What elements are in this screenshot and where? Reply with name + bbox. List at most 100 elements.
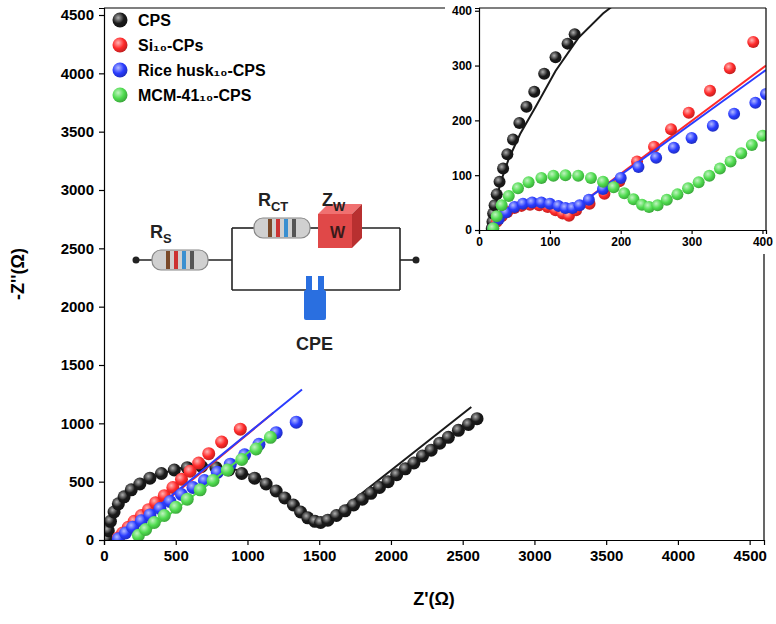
- point: [668, 142, 680, 154]
- axis-line: [105, 541, 765, 546]
- point: [491, 210, 503, 222]
- point: [501, 148, 513, 160]
- point: [535, 172, 547, 184]
- point: [221, 464, 234, 477]
- frame: [479, 7, 766, 8]
- tick-mark: [691, 230, 692, 234]
- tick-mark: [99, 365, 104, 366]
- tick: 0: [465, 223, 479, 237]
- legend-label: Si₁₀-CPs: [138, 37, 204, 54]
- point: [538, 68, 550, 80]
- tick: 4500: [61, 6, 104, 23]
- tick-label: 1000: [231, 547, 264, 564]
- legend-marker: [113, 88, 128, 103]
- tick-label: 2000: [375, 547, 408, 564]
- point: [683, 107, 695, 119]
- point: [215, 436, 228, 449]
- tick-label: 3500: [61, 123, 94, 140]
- tick-mark: [99, 73, 104, 74]
- series: [487, 130, 766, 230]
- fit-line: [107, 407, 471, 540]
- point: [202, 447, 215, 460]
- tick-label: 100: [452, 169, 472, 183]
- point: [650, 152, 662, 164]
- chart: 0500100015002000250030003500400045000500…: [0, 0, 776, 624]
- point: [264, 431, 277, 444]
- tick: 300: [452, 59, 479, 73]
- tick: 3000: [518, 540, 551, 564]
- tick-mark: [391, 540, 392, 545]
- circuit-label-main: W: [330, 224, 346, 241]
- tick: 100: [452, 169, 479, 183]
- tick-mark: [621, 230, 622, 234]
- point: [169, 501, 182, 514]
- point: [503, 190, 515, 202]
- tick-label: 300: [452, 59, 472, 73]
- frame: [765, 8, 766, 230]
- wire: [232, 289, 310, 291]
- legend-item: CPS: [113, 12, 172, 29]
- point: [572, 170, 584, 182]
- tick: 1500: [303, 540, 336, 564]
- tick-label: 100: [540, 235, 560, 249]
- point: [523, 176, 535, 188]
- point: [248, 472, 261, 485]
- circuit-label: RS: [150, 222, 172, 246]
- point: [471, 412, 484, 425]
- tick-mark: [475, 120, 479, 121]
- point: [746, 139, 758, 151]
- point: [756, 130, 766, 142]
- point: [704, 85, 716, 97]
- x-axis: 050010001500200025003000350040004500: [100, 540, 767, 564]
- point: [235, 453, 248, 466]
- tick-label: 300: [682, 235, 702, 249]
- legend: CPSSi₁₀-CPsRice husk₁₀-CPSMCM-41₁₀-CPS: [113, 12, 266, 104]
- resistor-icon: [152, 250, 208, 270]
- point: [682, 182, 694, 194]
- tick: 400: [452, 4, 479, 18]
- tick-label: 200: [611, 235, 631, 249]
- tick: 200: [452, 114, 479, 128]
- terminal: [133, 257, 140, 264]
- tick: 2500: [447, 540, 480, 564]
- series: [486, 8, 614, 230]
- tick-label: 500: [164, 547, 189, 564]
- wire: [232, 227, 254, 229]
- point: [528, 86, 540, 98]
- wire: [399, 228, 401, 290]
- point: [194, 483, 207, 496]
- point: [735, 147, 747, 159]
- tick: 4500: [733, 540, 766, 564]
- tick-label: 400: [452, 4, 472, 18]
- point: [671, 188, 683, 200]
- tick-label: 4000: [662, 547, 695, 564]
- series: [104, 407, 484, 540]
- point: [665, 123, 677, 135]
- point: [728, 108, 740, 120]
- point: [250, 443, 263, 456]
- tick: 400: [753, 230, 773, 249]
- wire: [231, 228, 233, 290]
- inset-chart: 01002003004000100200300400: [445, 2, 773, 254]
- legend-marker: [113, 38, 128, 53]
- tick: 4000: [61, 65, 104, 82]
- tick-label: 4500: [61, 6, 94, 23]
- tick-mark: [99, 132, 104, 133]
- tick-label: 2500: [61, 240, 94, 257]
- tick-mark: [99, 15, 104, 16]
- tick-label: 200: [452, 114, 472, 128]
- tick: 1000: [231, 540, 264, 564]
- tick-mark: [99, 540, 104, 541]
- tick: 0: [100, 540, 108, 564]
- tick-label: 1500: [61, 356, 94, 373]
- tick: 3000: [61, 181, 104, 198]
- inset-background: [445, 2, 772, 254]
- circuit-label: CPE: [296, 334, 333, 354]
- tick: 300: [682, 230, 702, 249]
- tick-label: 1500: [303, 547, 336, 564]
- point: [235, 467, 248, 480]
- tick-label: 4500: [733, 547, 766, 564]
- y-axis: 050010001500200025003000350040004500: [61, 6, 105, 548]
- point: [158, 509, 171, 522]
- circuit-label-main: CPE: [296, 334, 333, 354]
